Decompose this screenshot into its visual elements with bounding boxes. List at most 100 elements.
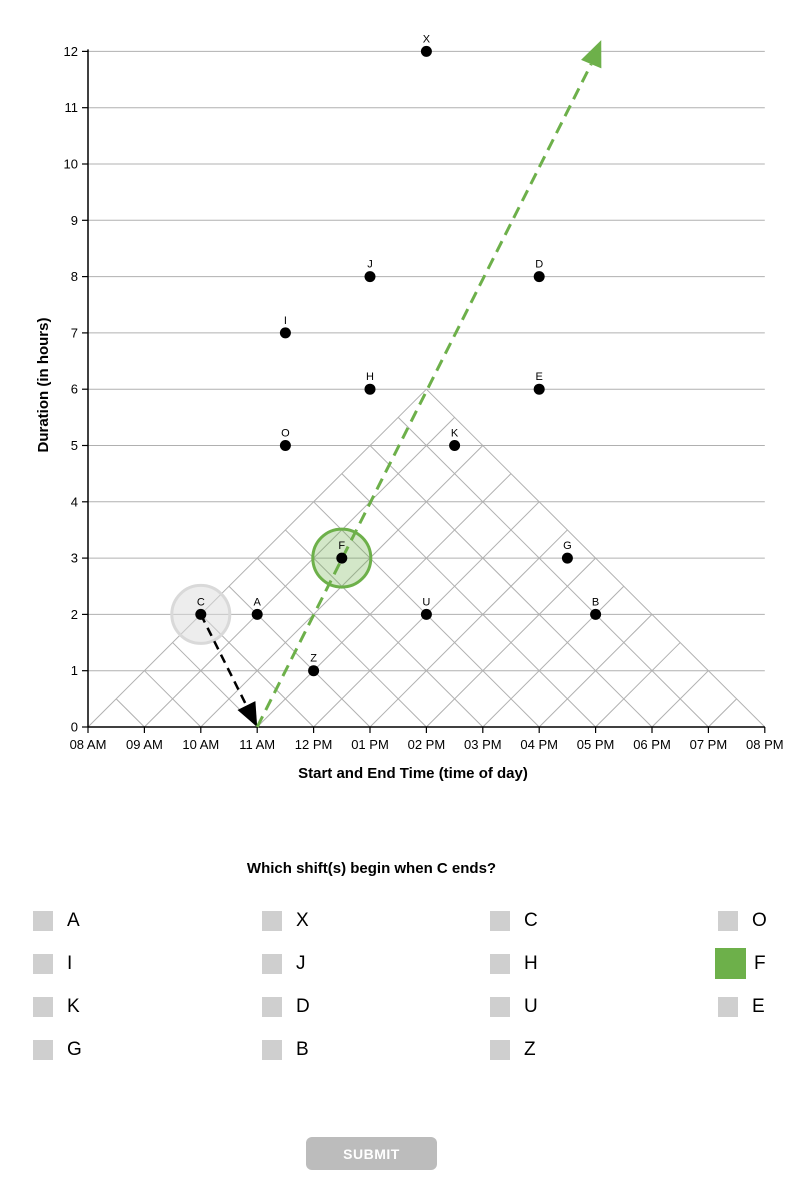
axes: 08 AM 09 AM 10 AM 11 AM 12 PM 01 PM 02 PM 03 PM… [64, 44, 784, 752]
x-tick-label: 07 PM [690, 737, 728, 752]
point-label-u: U [422, 596, 430, 608]
point-f [336, 552, 348, 564]
checkbox[interactable] [490, 911, 510, 931]
checkbox[interactable] [262, 911, 282, 931]
reference-end-arrow [199, 613, 248, 707]
option-z[interactable]: Z [490, 1039, 536, 1061]
y-tick-label: 5 [71, 438, 78, 453]
checkbox[interactable] [490, 997, 510, 1017]
x-tick-label: 06 PM [633, 737, 671, 752]
gridline-start-diagonal [482, 585, 625, 728]
gridline-end-diagonal [341, 473, 596, 728]
option-u[interactable]: U [490, 996, 538, 1018]
y-tick-label: 4 [71, 494, 78, 509]
y-tick-label: 8 [71, 269, 78, 284]
gridline-end-diagonal [426, 388, 766, 728]
y-tick-label: 12 [64, 44, 78, 59]
option-g[interactable]: G [33, 1039, 82, 1061]
option-label: H [524, 953, 538, 974]
gridline-end-diagonal [369, 445, 653, 728]
option-c[interactable]: C [490, 910, 538, 932]
point-e [533, 383, 545, 395]
checkbox[interactable] [718, 997, 738, 1017]
point-d [533, 271, 545, 283]
start-time-arrow [255, 63, 593, 728]
option-a[interactable]: A [33, 910, 80, 932]
option-k[interactable]: K [33, 996, 80, 1018]
option-j[interactable]: J [262, 953, 306, 975]
gridline-end-diagonal [285, 529, 484, 728]
option-x[interactable]: X [262, 910, 309, 932]
reference-arrowhead [237, 701, 258, 727]
point-label-b: B [592, 596, 599, 608]
option-label: U [524, 996, 538, 1017]
checkbox[interactable] [33, 1040, 53, 1060]
point-o [279, 440, 291, 451]
checkbox[interactable] [262, 1040, 282, 1060]
point-label-h: H [366, 371, 374, 383]
point-label-g: G [563, 540, 572, 552]
highlight-overlays [170, 40, 602, 728]
option-label: J [296, 953, 306, 974]
option-label: Z [524, 1039, 536, 1060]
point-g [561, 552, 573, 564]
checkbox[interactable] [715, 948, 746, 979]
option-d[interactable]: D [262, 996, 310, 1018]
y-tick-label: 0 [71, 720, 78, 735]
x-tick-label: 04 PM [520, 737, 558, 752]
option-e[interactable]: E [718, 996, 765, 1018]
checkbox[interactable] [262, 997, 282, 1017]
option-f[interactable]: F [715, 948, 766, 979]
option-label: D [296, 996, 310, 1017]
gridline-end-diagonal [228, 585, 371, 728]
checkbox[interactable] [490, 954, 510, 974]
checkbox[interactable] [718, 911, 738, 931]
x-tick-label: 08 AM [70, 737, 107, 752]
option-label: E [752, 996, 765, 1017]
x-axis-label: Start and End Time (time of day) [298, 765, 528, 782]
x-tick-label: 10 AM [182, 737, 219, 752]
gridline-start-diagonal [256, 473, 512, 728]
y-tick-label: 10 [64, 157, 78, 172]
checkbox[interactable] [262, 954, 282, 974]
point-b [590, 608, 602, 620]
start-time-arrowhead [581, 40, 602, 69]
option-label: O [752, 910, 767, 931]
submit-button[interactable]: SUBMIT [306, 1137, 437, 1170]
point-h [364, 383, 376, 395]
option-label: A [67, 910, 80, 931]
gridline-start-diagonal [369, 529, 568, 728]
y-tick-label: 9 [71, 213, 78, 228]
option-i[interactable]: I [33, 953, 72, 975]
point-label-x: X [423, 33, 431, 45]
option-label: F [754, 952, 766, 974]
option-b[interactable]: B [262, 1039, 309, 1061]
point-label-i: I [284, 315, 287, 327]
y-axis-label: Duration (in hours) [35, 318, 52, 453]
x-tick-label: 03 PM [464, 737, 502, 752]
gridline-end-diagonal [256, 557, 427, 728]
y-tick-label: 3 [71, 551, 78, 566]
y-tick-label: 11 [65, 100, 79, 115]
checkbox[interactable] [33, 911, 53, 931]
point-label-a: A [254, 596, 262, 608]
option-label: I [67, 953, 73, 974]
point-label-f: F [338, 540, 345, 552]
point-k [449, 440, 461, 451]
checkbox[interactable] [490, 1040, 510, 1060]
point-a [251, 608, 263, 620]
x-tick-label: 01 PM [351, 737, 389, 752]
x-tick-label: 12 PM [295, 737, 333, 752]
gridline-start-diagonal [708, 698, 737, 728]
option-label: C [524, 910, 538, 931]
checkbox[interactable] [33, 997, 53, 1017]
question-text: Which shift(s) begin when C ends? [246, 860, 497, 877]
gridline-end-diagonal [115, 698, 145, 728]
checkbox[interactable] [33, 954, 53, 974]
point-u [420, 608, 432, 620]
y-tick-label: 6 [71, 382, 78, 397]
option-o[interactable]: O [718, 910, 767, 932]
y-tick-label: 7 [71, 325, 78, 340]
option-label: G [67, 1039, 82, 1060]
option-h[interactable]: H [490, 953, 538, 975]
